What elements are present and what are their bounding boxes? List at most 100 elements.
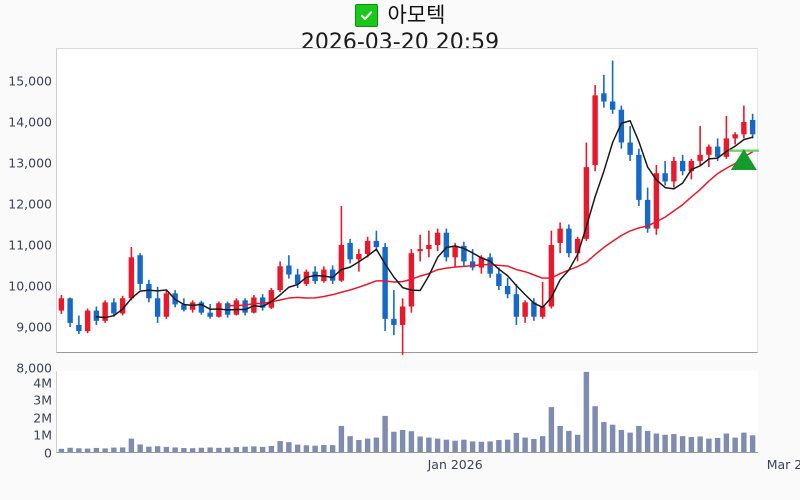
volume-bar [189,448,196,452]
volume-bar [242,446,248,452]
volume-bar [128,438,135,452]
candlestick [574,236,581,262]
candlestick [233,298,240,316]
ma-long-line [226,150,754,307]
candlestick [137,253,143,291]
chart-title-row: 아모텍 [0,2,800,28]
volume-bar [303,445,310,452]
volume-bar [251,446,257,452]
candlestick [618,105,625,149]
volume-bar [557,425,563,452]
volume-bar [487,441,493,452]
candlestick [732,132,738,145]
price-axis: 15,000 14,000 13,000 12,000 11,000 10,000 9,00… [0,0,52,500]
volume-bar [679,436,686,452]
volume-bar [198,447,205,452]
volume-bar [723,433,730,452]
candlestick [382,242,388,332]
volume-bar [163,446,170,452]
volume-bar [181,448,187,452]
volume-bar [294,444,301,452]
candlestick [609,60,616,114]
volume-bar [216,447,222,452]
price-axis-tick: 9,000 [16,319,52,335]
volume-bar [426,437,432,452]
volume-bar [636,425,642,452]
volume-bar [601,422,607,452]
volume-bar [618,429,625,452]
price-axis-tick: 14,000 [8,114,52,130]
candlestick [706,144,712,168]
volume-bar [268,446,275,452]
candlestick [697,126,703,166]
price-axis-tick: 11,000 [8,237,52,253]
volume-axis-tick: 3M [33,392,52,408]
volume-bar [172,447,178,452]
candlestick [356,249,362,272]
candlestick [741,105,747,139]
candlestick [522,300,528,323]
candlestick [627,126,633,161]
volume-bar [443,439,450,452]
candlestick [93,306,100,325]
candlestick [531,298,537,321]
volume-bar [93,447,100,452]
volume-bar [478,441,485,452]
volume-bar [592,406,598,452]
volume-bar [67,447,73,452]
candlestick [601,74,607,108]
price-axis-tick: 10,000 [8,278,52,294]
volume-bar [356,440,362,452]
volume-bar [504,439,511,452]
volume-bar [76,448,82,452]
volume-bar [671,434,677,452]
candlestick [76,315,82,334]
volume-bar [469,441,476,452]
volume-bar [259,446,266,452]
volume-bar [364,438,371,452]
volume-chart-panel[interactable] [56,371,758,453]
candlestick [548,230,555,309]
volume-bar [312,445,318,452]
volume-bar [224,447,231,452]
volume-bar [574,434,581,452]
volume-bar [609,424,616,452]
volume-bar [207,447,213,452]
candlestick [557,222,563,254]
x-axis-tick: Jan 2026 [427,457,483,472]
price-chart-panel[interactable] [56,48,759,355]
candlestick [487,253,493,278]
volume-axis-tick: 0 [44,445,52,461]
candlestick [636,148,642,207]
volume-bar [146,446,152,452]
volume-axis: 4M 3M 2M 1M 0 [0,0,52,500]
candlestick [111,298,117,317]
volume-bar [583,371,590,452]
candlestick-plot [58,60,759,355]
x-axis-tick: Mar 2026 [766,457,800,472]
candlestick [373,230,380,252]
volume-bar [741,432,747,452]
candlestick [662,160,668,186]
ma-short-line [95,120,754,319]
volume-axis-tick: 2M [33,410,52,426]
candlestick [364,236,371,258]
candlestick [399,298,406,355]
candlestick [496,267,502,291]
candlestick [128,247,135,301]
volume-bar [706,438,712,452]
price-axis-tick: 15,000 [8,73,52,89]
volume-bar [154,446,161,452]
candlestick [539,281,546,319]
volume-bar [84,448,91,452]
volume-bar [373,437,380,452]
candlestick [513,283,520,325]
check-square-icon [354,3,378,27]
volume-plot [58,371,756,452]
candlestick [146,279,152,303]
candlestick [207,304,213,319]
price-axis-tick: 12,000 [8,196,52,212]
candlestick [592,85,598,172]
volume-bar [461,439,467,452]
